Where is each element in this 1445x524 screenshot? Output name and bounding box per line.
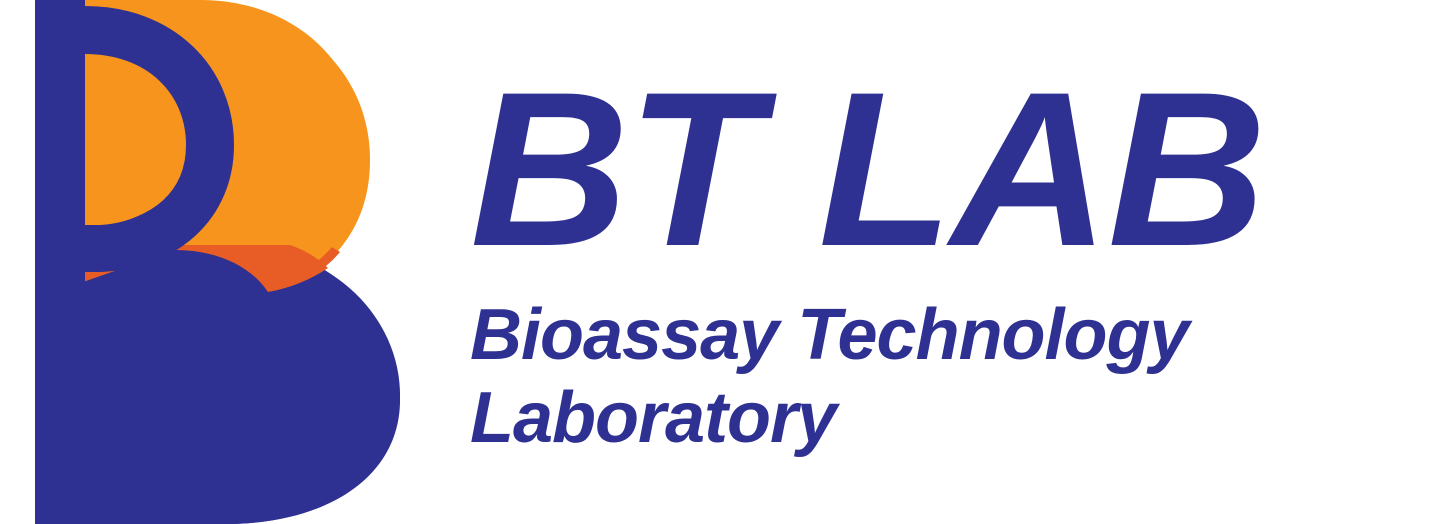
logo-mark-icon [0,0,400,524]
tagline-line-1: Bioassay Technology [470,294,1265,377]
tagline-line-2: Laboratory [470,377,1265,460]
brand-name: BT LAB [470,65,1265,274]
brand-tagline: Bioassay Technology Laboratory [470,294,1265,460]
logo-container: BT LAB Bioassay Technology Laboratory [0,0,1265,524]
logo-text-block: BT LAB Bioassay Technology Laboratory [470,65,1265,460]
